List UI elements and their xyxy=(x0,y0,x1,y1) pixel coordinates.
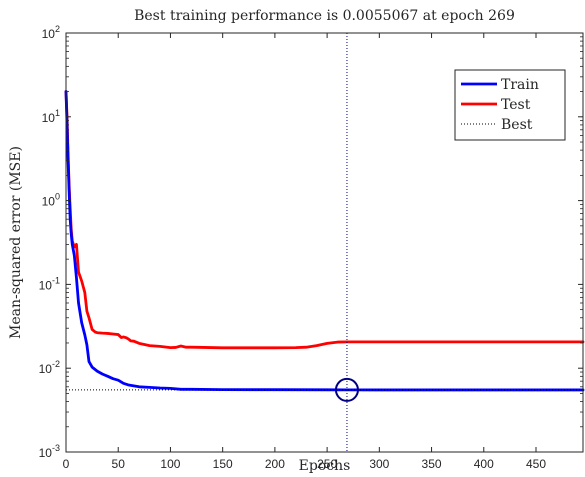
y-tick-label: 100 xyxy=(42,192,60,209)
plot-frame xyxy=(65,32,584,453)
tick-layer: 0 50 100 150 200 250 300 350 400 450 10-3 10-2 10-1 1… xyxy=(39,24,583,471)
x-tick-label: 50 xyxy=(112,457,126,471)
legend-label-best: Best xyxy=(501,117,533,133)
legend-label-train: Train xyxy=(501,77,539,93)
best-point-marker xyxy=(334,377,359,402)
x-tick-label: 450 xyxy=(526,457,546,471)
series-line-test xyxy=(64,90,585,350)
chart-title: Best training performance is 0.0055067 a… xyxy=(134,8,515,24)
x-tick-label: 400 xyxy=(474,457,494,471)
y-tick-label: 10-1 xyxy=(39,275,60,292)
x-tick-label: 250 xyxy=(317,457,337,471)
x-axis-label: Epochs xyxy=(299,458,351,474)
y-axis-label: Mean-squared error (MSE) xyxy=(8,146,24,339)
x-tick-label: 150 xyxy=(213,457,233,471)
legend: Train Test Best xyxy=(454,69,566,141)
best-marker-layer xyxy=(66,33,583,452)
y-tick-label: 101 xyxy=(42,108,60,125)
x-tick-label: 200 xyxy=(265,457,285,471)
y-tick-label: 10-3 xyxy=(39,443,60,460)
x-tick-label: 300 xyxy=(369,457,389,471)
x-tick-label: 350 xyxy=(422,457,442,471)
x-tick-label: 100 xyxy=(160,457,180,471)
y-tick-label: 10-2 xyxy=(39,359,60,376)
y-tick-label: 102 xyxy=(42,24,60,41)
legend-label-test: Test xyxy=(501,97,531,113)
x-tick-label: 0 xyxy=(63,457,70,471)
